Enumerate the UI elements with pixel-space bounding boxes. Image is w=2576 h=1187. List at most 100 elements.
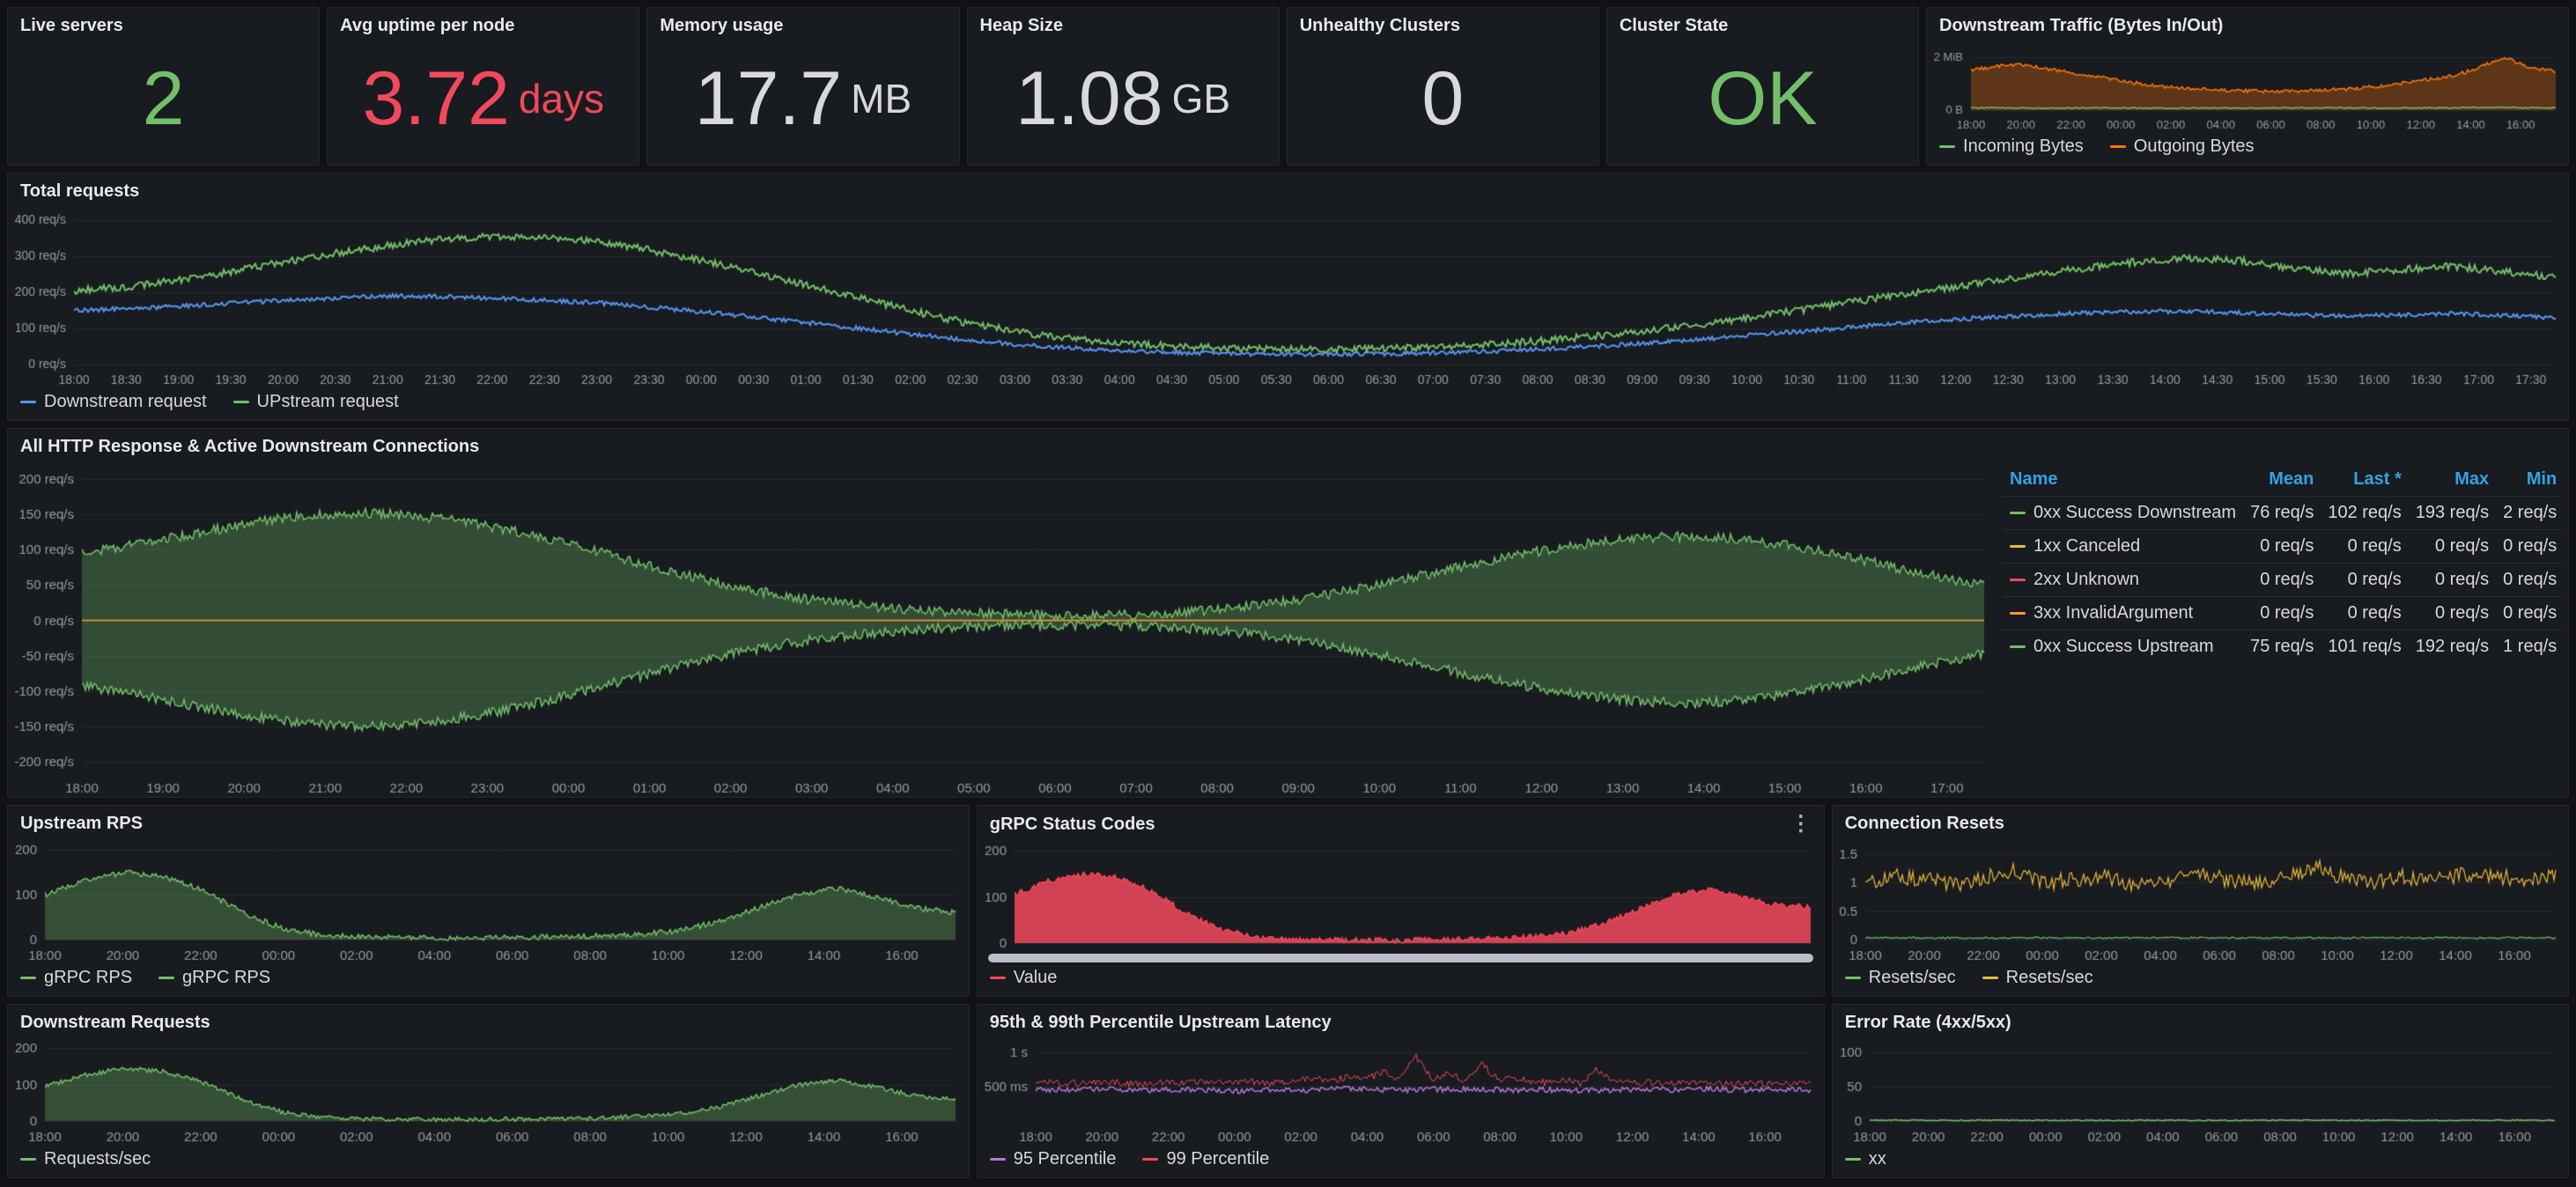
panel-title[interactable]: Cluster State (1619, 16, 1729, 35)
panel-header: Downstream Traffic (Bytes In/Out) (1927, 8, 2568, 39)
legend-item-95-percentile[interactable]: 95 Percentile (989, 1149, 1117, 1169)
total-requests-canvas[interactable] (8, 204, 2568, 388)
legend-item-requests-sec[interactable]: Requests/sec (20, 1149, 151, 1169)
http-connections-chart[interactable] (8, 460, 1997, 797)
grpc-status-codes-canvas[interactable] (977, 837, 1824, 950)
middle-panels-row: Upstream RPS gRPC RPS gRPC RPS gRPC Stat… (7, 805, 2569, 997)
panel-title[interactable]: Downstream Requests (20, 1013, 210, 1032)
upstream-latency-canvas[interactable] (977, 1036, 1824, 1146)
panel-title[interactable]: All HTTP Response & Active Downstream Co… (20, 437, 480, 456)
panel-title[interactable]: Live servers (20, 16, 123, 35)
upstream-latency-chart[interactable] (977, 1036, 1824, 1146)
error-rate-chart[interactable] (1832, 1036, 2568, 1146)
downstream-traffic-chart[interactable] (1927, 39, 2569, 133)
table-row-3xx-invalidargument[interactable]: 3xx InvalidArgument 0 req/s 0 req/s 0 re… (2003, 596, 2565, 630)
series-mean: 0 req/s (2243, 596, 2321, 630)
http-connections-canvas[interactable] (8, 460, 1997, 797)
panel-header: Connection Resets (1833, 806, 2568, 837)
series-last: 0 req/s (2321, 529, 2409, 564)
legend-color-dash (989, 1158, 1006, 1161)
series-max: 0 req/s (2408, 529, 2497, 564)
legend-label: 95 Percentile (1013, 1149, 1117, 1169)
panel-title[interactable]: Heap Size (979, 16, 1063, 35)
legend-color-dash (989, 977, 1006, 979)
connection-resets-chart[interactable] (1832, 837, 2568, 964)
panel-title[interactable]: Upstream RPS (20, 814, 143, 833)
table-row-1xx-canceled[interactable]: 1xx Canceled 0 req/s 0 req/s 0 req/s 0 r… (2003, 529, 2565, 564)
panel-header: All HTTP Response & Active Downstream Co… (8, 429, 2568, 460)
legend-label: Resets/sec (1868, 968, 1956, 987)
legend: Requests/sec (8, 1146, 969, 1177)
table-header-mean[interactable]: Mean (2269, 469, 2314, 489)
stat-body: 3.72 days (328, 39, 638, 165)
downstream-traffic-canvas[interactable] (1927, 39, 2569, 133)
panel-title[interactable]: Error Rate (4xx/5xx) (1844, 1013, 2011, 1032)
series-mean: 75 req/s (2243, 630, 2321, 663)
stat-unit: MB (851, 75, 912, 122)
legend-item-grpc-rps-2[interactable]: gRPC RPS (159, 968, 270, 988)
legend-item-value[interactable]: Value (989, 968, 1057, 988)
table-row-0xx-success-upstream[interactable]: 0xx Success Upstream 75 req/s 101 req/s … (2003, 630, 2565, 663)
legend-color-dash (20, 401, 36, 403)
stat-value: 0 (1421, 55, 1465, 141)
panel-title[interactable]: 95th & 99th Percentile Upstream Latency (989, 1013, 1332, 1032)
panel-total-requests: Total requests Downstream request UPstre… (7, 173, 2569, 421)
panel-title[interactable]: Total requests (20, 181, 140, 201)
stat-body: 0 (1288, 39, 1598, 165)
horizontal-scrollbar[interactable] (987, 954, 1813, 962)
panel-upstream-latency: 95th & 99th Percentile Upstream Latency … (976, 1004, 1825, 1178)
legend-item-downstream-request[interactable]: Downstream request (20, 392, 207, 412)
series-stats-table: Name Mean Last * Max Min 0xx Success Dow… (2003, 463, 2565, 663)
panel-title[interactable]: Memory usage (660, 16, 784, 35)
connection-resets-canvas[interactable] (1832, 837, 2568, 964)
upstream-rps-canvas[interactable] (8, 837, 969, 964)
series-mean: 76 req/s (2243, 496, 2321, 530)
legend-item-upstream-request[interactable]: UPstream request (233, 392, 399, 412)
table-header-min[interactable]: Min (2526, 469, 2558, 489)
legend-item-xx[interactable]: xx (1844, 1149, 1886, 1169)
downstream-requests-canvas[interactable] (8, 1036, 969, 1146)
table-row-2xx-unknown[interactable]: 2xx Unknown 0 req/s 0 req/s 0 req/s 0 re… (2003, 563, 2565, 597)
stat-value: 2 (142, 55, 185, 141)
series-last: 0 req/s (2321, 563, 2409, 597)
table-header-max[interactable]: Max (2454, 469, 2490, 489)
error-rate-canvas[interactable] (1832, 1036, 2568, 1146)
series-max: 192 req/s (2408, 630, 2497, 663)
series-name: 2xx Unknown (2033, 570, 2140, 589)
stat-panel-cluster-state: Cluster State OK (1605, 7, 1920, 166)
total-requests-chart[interactable] (8, 204, 2568, 388)
table-header-name[interactable]: Name (2010, 469, 2058, 489)
panel-title[interactable]: gRPC Status Codes (989, 814, 1155, 834)
grpc-status-codes-chart[interactable] (977, 837, 1824, 950)
series-name: 1xx Canceled (2033, 536, 2141, 556)
stat-value: OK (1708, 55, 1818, 141)
panel-title[interactable]: Downstream Traffic (Bytes In/Out) (1939, 16, 2224, 35)
legend-color-dash (233, 401, 249, 403)
stat-panel-live-servers: Live servers 2 (7, 7, 321, 166)
panel-header: Memory usage (647, 8, 958, 39)
upstream-rps-chart[interactable] (8, 837, 969, 964)
series-name: 3xx InvalidArgument (2033, 603, 2194, 623)
legend-label: UPstream request (256, 392, 399, 411)
legend-item-resets-sec-2[interactable]: Resets/sec (1982, 968, 2093, 988)
legend-item-99-percentile[interactable]: 99 Percentile (1142, 1149, 1269, 1169)
legend-item-grpc-rps-1[interactable]: gRPC RPS (20, 968, 132, 988)
panel-title[interactable]: Avg uptime per node (340, 16, 515, 35)
legend-item-resets-sec-1[interactable]: Resets/sec (1844, 968, 1956, 988)
legend-item-outgoing-bytes[interactable]: Outgoing Bytes (2109, 136, 2255, 157)
legend-label: Downstream request (44, 392, 207, 411)
stat-body: 2 (8, 39, 319, 165)
legend-item-incoming-bytes[interactable]: Incoming Bytes (1939, 136, 2084, 157)
table-header-last[interactable]: Last * (2353, 469, 2402, 489)
legend-label: Resets/sec (2005, 968, 2093, 987)
series-color-dash (2010, 612, 2026, 616)
table-row-0xx-success-downstream[interactable]: 0xx Success Downstream 76 req/s 102 req/… (2003, 496, 2565, 530)
panel-header: Live servers (8, 8, 319, 39)
downstream-requests-chart[interactable] (8, 1036, 969, 1146)
panel-title[interactable]: Unhealthy Clusters (1299, 16, 1460, 35)
panel-header: Heap Size (968, 8, 1279, 39)
panel-title[interactable]: Connection Resets (1844, 814, 2004, 833)
legend-color-dash (159, 977, 175, 979)
panel-header: 95th & 99th Percentile Upstream Latency (978, 1005, 1824, 1036)
panel-menu-icon[interactable]: ⋮ (1790, 812, 1812, 836)
